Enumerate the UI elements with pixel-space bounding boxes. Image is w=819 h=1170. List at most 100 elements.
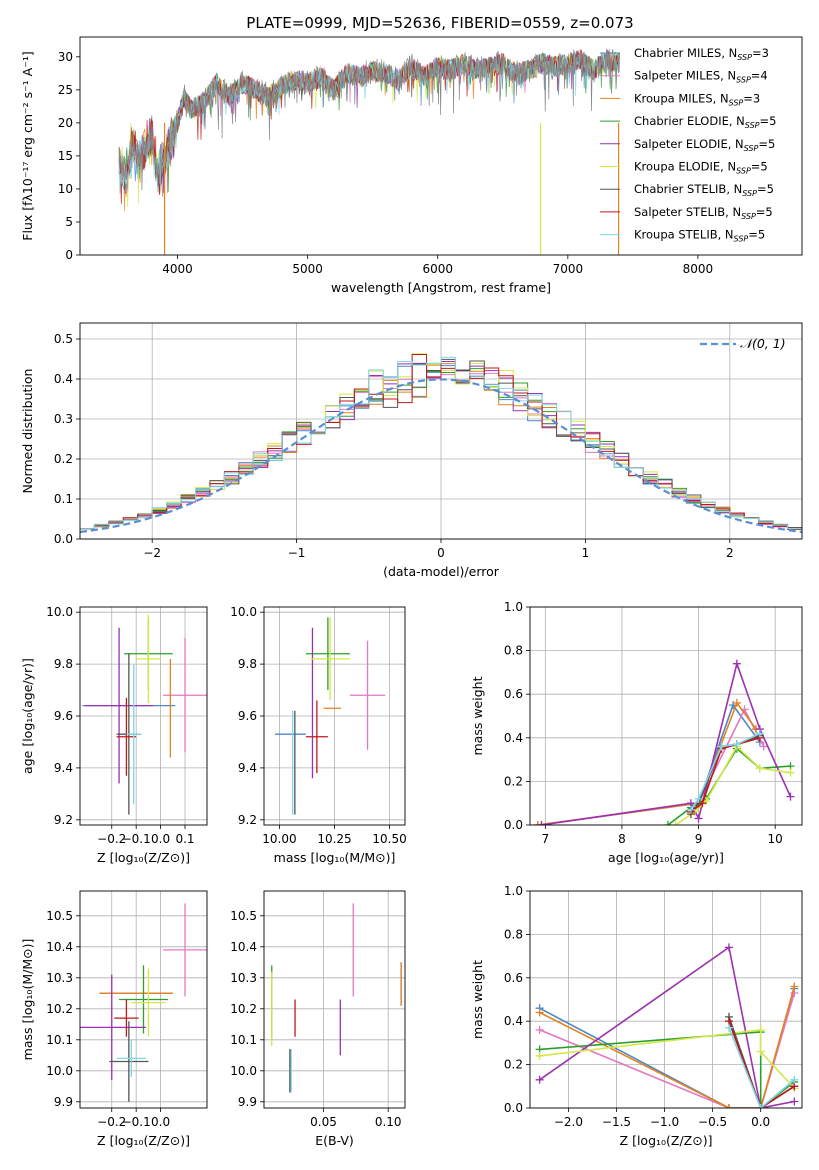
weight-marker <box>535 1008 544 1017</box>
x-tick-label: 1 <box>582 546 590 560</box>
weight-marker <box>755 729 764 738</box>
chart-weight-vs-Z: −2.0 −1.5 −1.0 −0.5 0.0 0.0 0.2 0.4 0.6 0.8 1.0 Z [… <box>470 884 803 1148</box>
errorbar-salpeter-elodie <box>80 974 146 1081</box>
data-spectrum <box>118 48 620 191</box>
x-tick-label: 10.25 <box>317 832 351 846</box>
y-axis-label: mass weight <box>470 676 485 755</box>
x-axis-label: wavelength [Angstrom, rest frame] <box>331 280 551 295</box>
weight-marker <box>786 792 795 801</box>
legend-entry: 𝒩(0, 1) <box>740 336 786 351</box>
x-axis-label: (data-model)/error <box>383 564 500 579</box>
legend-entry: Chabrier STELIB, NSSP=5 <box>634 182 774 198</box>
weight-series-chabrier-stelib <box>724 1012 799 1108</box>
y-tick-label: 10.0 <box>46 1064 73 1078</box>
y-tick-label: 10.1 <box>230 1033 257 1047</box>
figure-title: PLATE=0999, MJD=52636, FIBERID=0559, z=0… <box>246 14 633 32</box>
weight-marker <box>671 821 680 825</box>
y-tick-label: 0.8 <box>504 644 523 658</box>
plot-area <box>82 614 207 815</box>
y-axis-label: mass [log₁₀(M/M⊙)] <box>20 939 35 1061</box>
weight-marker <box>724 943 733 952</box>
y-tick-label: 1.0 <box>504 884 523 898</box>
weight-marker <box>663 821 672 825</box>
x-tick-label: 0.0 <box>151 832 170 846</box>
y-tick-label: 9.8 <box>54 657 73 671</box>
x-axis-label: E(B-V) <box>315 1133 354 1148</box>
axes-frame <box>263 606 406 826</box>
plot-area <box>118 48 620 255</box>
weight-marker <box>533 821 542 825</box>
x-axis-label: age [log₁₀(age/yr)] <box>608 850 724 865</box>
y-tick-label: 9.6 <box>238 709 257 723</box>
y-tick-label: 10.3 <box>230 971 257 985</box>
errorbar-chabrier-elodie <box>119 965 168 1034</box>
weight-marker <box>535 1075 544 1084</box>
x-tick-label: 5000 <box>292 262 323 276</box>
weight-series-chabrier-miles <box>535 984 799 1108</box>
errorbar-kroupa-elodie <box>136 614 161 704</box>
x-tick-label: 0 <box>437 546 445 560</box>
weight-line <box>539 1029 795 1090</box>
y-tick-label: 10.2 <box>230 1002 257 1016</box>
x-axis-label: mass [log₁₀(M/M⊙)] <box>274 850 396 865</box>
weight-marker <box>759 742 768 751</box>
y-tick-label: 10.5 <box>230 909 257 923</box>
x-tick-label: −1 <box>288 546 306 560</box>
y-tick-label: 0.6 <box>504 971 523 985</box>
x-tick-label: 4000 <box>162 262 193 276</box>
y-tick-label: 0.0 <box>504 818 523 832</box>
x-tick-label: 10.50 <box>372 832 406 846</box>
y-axis-label: Flux [fλ10⁻¹⁷ erg cm⁻² s⁻¹ A⁻¹] <box>20 51 35 240</box>
y-tick-label: 0.3 <box>54 412 73 426</box>
errorbar-salpeter-miles <box>163 903 207 997</box>
weight-marker <box>537 821 546 825</box>
y-tick-label: 0.2 <box>504 774 523 788</box>
y-tick-label: 0.2 <box>54 452 73 466</box>
weight-line <box>728 1016 795 1108</box>
x-axis-label: Z [log₁₀(Z/Z⊙)] <box>97 1133 190 1148</box>
weight-marker <box>732 698 741 707</box>
weight-marker <box>756 1104 765 1108</box>
x-tick-label: 0.0 <box>751 1115 770 1129</box>
y-tick-label: 1.0 <box>504 600 523 614</box>
x-tick-label: 6000 <box>422 262 453 276</box>
y-tick-label: 10.4 <box>230 940 257 954</box>
plot-area <box>80 903 207 1102</box>
y-tick-label: 0.5 <box>54 332 73 346</box>
weight-marker <box>786 768 795 777</box>
weight-marker <box>790 1075 799 1084</box>
errorbar-salpeter-miles <box>349 640 386 750</box>
y-tick-label: 5 <box>65 215 73 229</box>
axes-frame <box>79 36 803 256</box>
errorbar-salpeter-miles <box>163 638 207 753</box>
y-tick-label: 0.4 <box>504 1014 523 1028</box>
legend-entry: Chabrier MILES, NSSP=3 <box>634 46 769 62</box>
legend-entry: Kroupa ELODIE, NSSP=5 <box>634 160 768 176</box>
y-tick-label: 10.4 <box>46 940 73 954</box>
weight-marker <box>790 982 799 991</box>
y-tick-label: 0.6 <box>504 687 523 701</box>
errorbar-kroupa-stelib <box>126 664 142 805</box>
plot-area <box>535 943 799 1108</box>
plot-area <box>80 353 802 539</box>
legend-entry: Salpeter MILES, NSSP=4 <box>634 69 768 85</box>
chart-spectrum: 4000 5000 6000 7000 8000 0 5 10 15 20 25 30 waveleng… <box>20 36 803 295</box>
axes-frame <box>263 890 406 1109</box>
y-tick-label: 25 <box>58 83 73 97</box>
gaussian-reference-curve <box>80 378 802 534</box>
weight-marker <box>686 805 695 814</box>
y-tick-label: 0.4 <box>504 731 523 745</box>
weight-line <box>539 946 795 1108</box>
weight-line <box>539 986 796 1108</box>
plot-area <box>533 659 795 825</box>
weight-line <box>537 707 765 825</box>
y-tick-label: 9.4 <box>238 761 257 775</box>
errorbar-salpeter-stelib <box>114 999 139 1037</box>
y-tick-label: 9.2 <box>238 813 257 827</box>
weight-series-kroupa-stelib <box>686 729 764 814</box>
x-tick-label: −2.0 <box>554 1115 583 1129</box>
x-tick-label: 9 <box>695 832 703 846</box>
weight-line <box>539 992 796 1108</box>
y-tick-label: 9.9 <box>54 1095 73 1109</box>
